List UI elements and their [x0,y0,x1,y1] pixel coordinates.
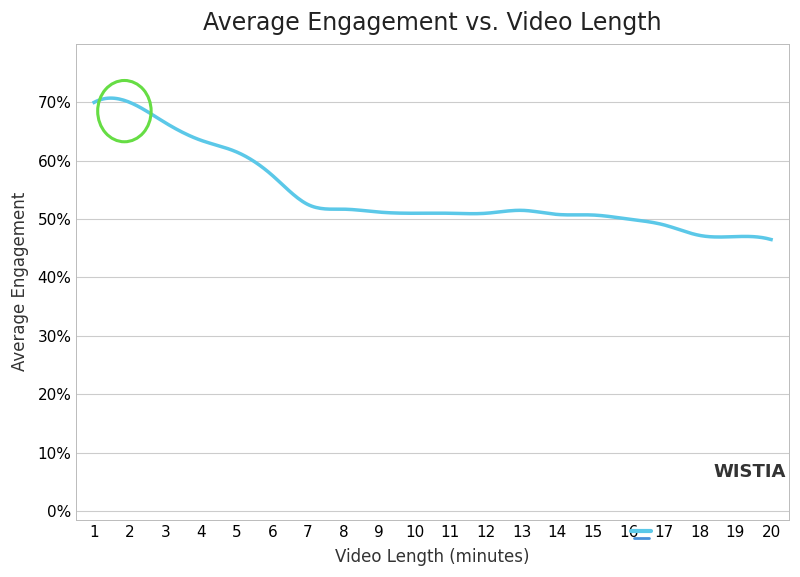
Text: WISTIA: WISTIA [714,463,786,481]
Y-axis label: Average Engagement: Average Engagement [11,192,29,372]
X-axis label: Video Length (minutes): Video Length (minutes) [335,548,530,566]
Title: Average Engagement vs. Video Length: Average Engagement vs. Video Length [203,11,662,35]
